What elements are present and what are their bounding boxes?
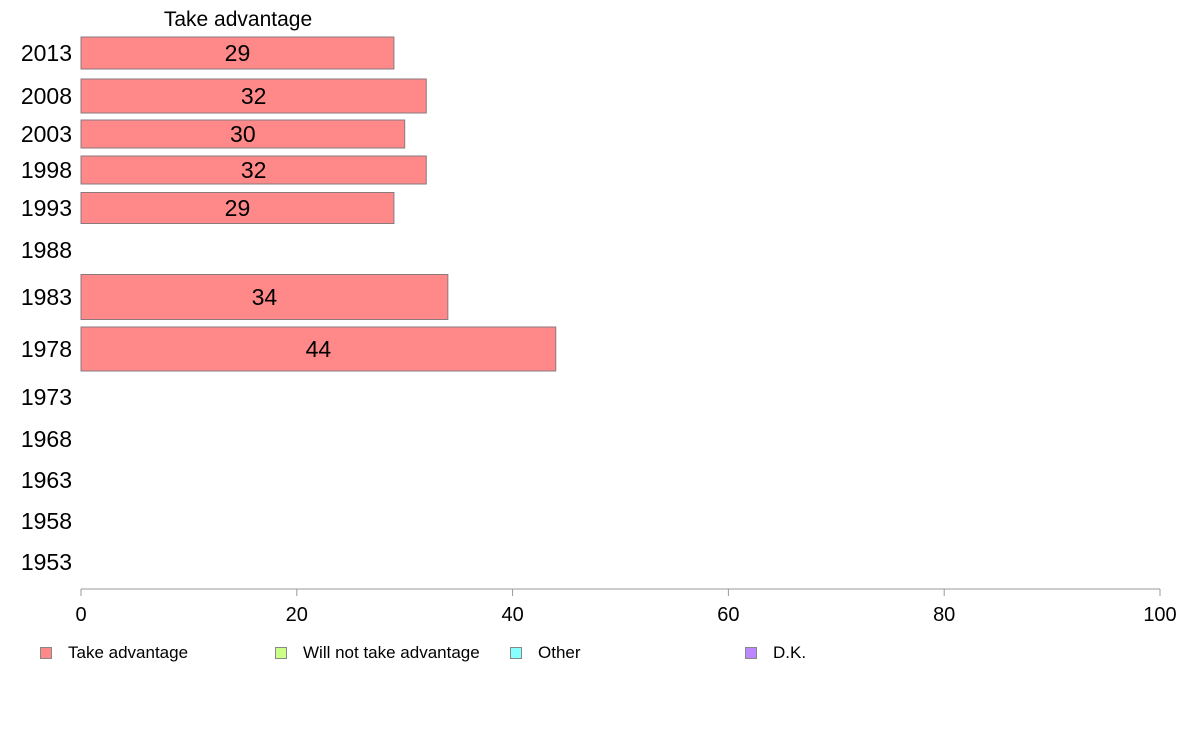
legend-label: Take advantage [68,643,189,662]
bar [80,119,406,149]
bar-value-label: 32 [241,83,267,109]
bar-value-label: 44 [306,336,332,362]
y-tick-label: 1968 [21,426,72,452]
legend-label: Will not take advantage [303,643,480,662]
x-tick-label: 40 [501,604,523,626]
legend-item-dk: D.K. [745,642,806,664]
bar-value-label: 34 [252,284,278,310]
bar [80,78,427,114]
x-tick-label: 80 [933,604,955,626]
chart-title: Take advantage [164,8,312,31]
y-tick-label: 1983 [21,284,72,310]
x-tick-label: 60 [717,604,739,626]
legend-item-take-advantage: Take advantage [40,642,188,664]
y-tick-label: 2003 [21,121,72,147]
legend-item-will-not-take-advantage: Will not take advantage [275,642,480,664]
y-tick-label: 2008 [21,83,72,109]
x-tick-label: 0 [75,604,86,626]
y-tick-label: 1953 [21,549,72,575]
y-tick-label: 1963 [21,467,72,493]
y-tick-label: 2013 [21,40,72,66]
y-tick-label: 1978 [21,336,72,362]
legend-item-other: Other [510,642,581,664]
bar [80,274,449,320]
legend-label: D.K. [773,643,807,662]
legend-label: Other [538,643,581,662]
x-tick-label: 20 [286,604,308,626]
bar-value-label: 29 [225,40,251,66]
y-tick-label: 1958 [21,508,72,534]
y-tick-label: 1998 [21,157,72,183]
bar-value-label: 32 [241,157,267,183]
legend-swatch [40,647,52,659]
bar-chart: Take advantage 29 32 30 32 29 34 44 2013 2008 20… [21,8,1177,626]
legend-swatch [275,647,287,659]
legend-swatch [745,647,757,659]
legend: Take advantage Will not take advantage O… [0,642,1188,666]
bar-value-label: 29 [225,195,251,221]
bar [80,192,395,224]
y-tick-label: 1993 [21,195,72,221]
y-tick-label: 1988 [21,237,72,263]
x-tick-label: 100 [1143,604,1176,626]
bar [80,326,557,372]
bar [80,155,427,185]
bar [80,36,395,70]
bar-value-label: 30 [230,121,256,147]
legend-swatch [510,647,522,659]
y-tick-label: 1973 [21,384,72,410]
